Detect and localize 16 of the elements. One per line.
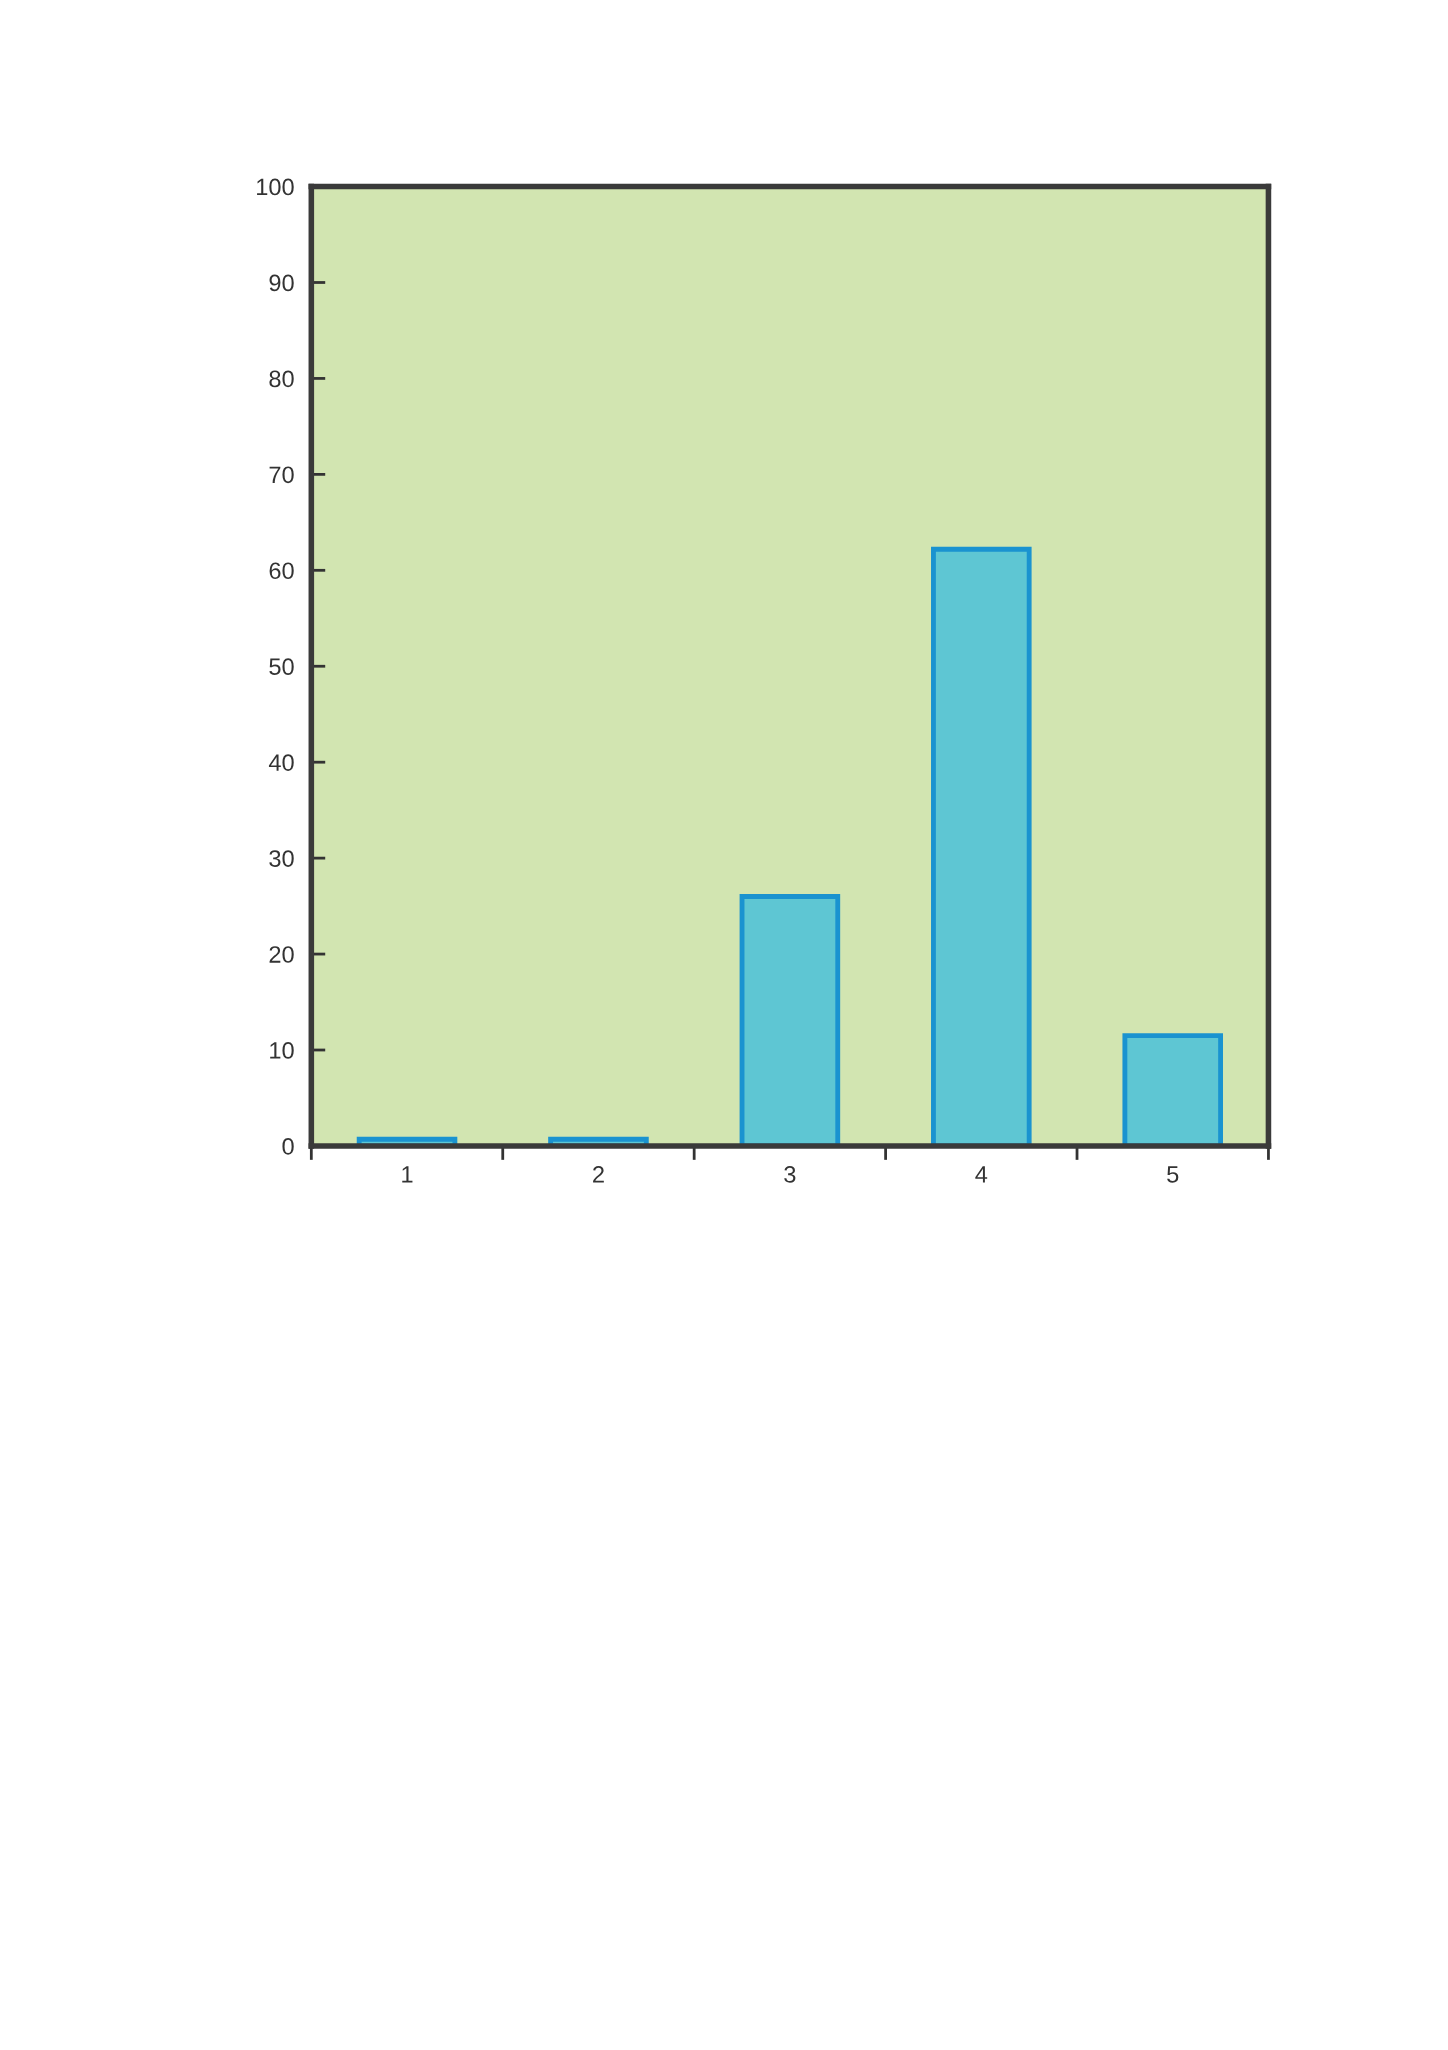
y-tick-label: 0 — [282, 1138, 294, 1155]
x-tick-label: 1 — [402, 1166, 413, 1183]
y-tick-label: 20 — [269, 946, 294, 963]
y-tick-label: 10 — [270, 1042, 294, 1059]
y-tick-label: 80 — [269, 370, 294, 388]
x-tick-label: 3 — [784, 1166, 796, 1183]
y-tick-label: 90 — [269, 274, 294, 292]
y-tick-label: 70 — [269, 466, 294, 484]
x-tick-label: 2 — [593, 1166, 604, 1183]
x-tick-label: 4 — [975, 1166, 988, 1183]
x-tick-label: 5 — [1167, 1166, 1179, 1183]
y-tick-label: 30 — [269, 850, 294, 867]
y-tick-label: 50 — [269, 658, 294, 676]
y-tick-label: 60 — [269, 562, 294, 580]
y-tick-label: 40 — [268, 754, 294, 771]
y-tick-label: 100 — [257, 178, 294, 196]
